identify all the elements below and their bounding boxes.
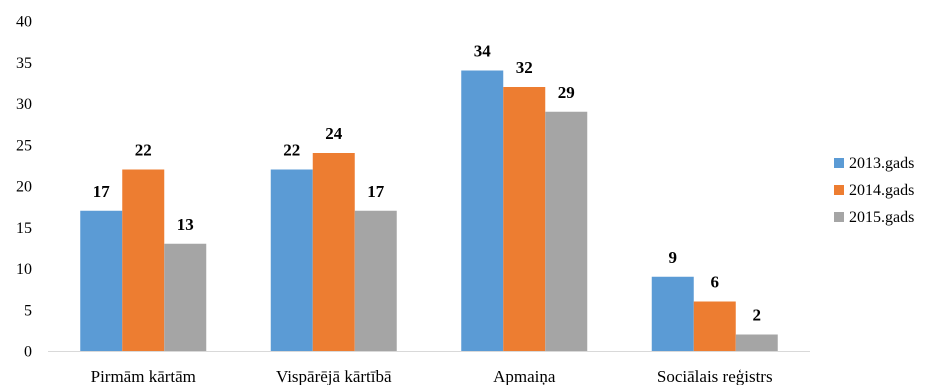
y-tick-label: 20 (16, 179, 32, 196)
y-tick-label: 10 (16, 261, 32, 278)
data-label: 34 (474, 42, 492, 61)
y-tick-label: 30 (16, 96, 32, 113)
bar (270, 169, 313, 351)
bar (122, 169, 165, 351)
bar (461, 70, 504, 351)
y-tick-label: 0 (24, 344, 32, 361)
bar (80, 210, 123, 351)
data-label: 13 (177, 215, 194, 234)
data-label: 32 (516, 58, 533, 77)
data-label: 22 (135, 141, 152, 160)
bar (545, 111, 588, 351)
data-label: 9 (669, 248, 678, 267)
data-label: 17 (367, 182, 385, 201)
category-label: Apmaiņa (493, 367, 556, 385)
legend-label: 2013.gads (849, 155, 914, 172)
y-tick-label: 35 (16, 55, 32, 72)
category-label: Vispārējā kārtībā (276, 367, 392, 385)
data-label: 24 (325, 124, 343, 143)
y-tick-label: 40 (16, 14, 32, 31)
category-label: Pirmām kārtām (91, 367, 196, 385)
x-axis: Pirmām kārtām Vispārējā kārtībā Apmaiņa Soc… (48, 351, 810, 385)
legend-swatch (834, 158, 844, 168)
data-labels: 17 22 13 22 24 17 34 32 29 9 6 2 (93, 42, 761, 325)
bars (80, 70, 778, 351)
legend: 2013.gads 2014.gads 2015.gads (834, 155, 914, 226)
legend-label: 2014.gads (849, 182, 914, 199)
data-label: 6 (711, 273, 720, 292)
legend-swatch (834, 212, 844, 222)
bar (735, 334, 778, 351)
y-axis: 0 5 10 15 20 25 30 35 40 (16, 14, 32, 361)
data-label: 29 (558, 83, 575, 102)
data-label: 22 (283, 141, 300, 160)
y-tick-label: 5 (24, 302, 32, 319)
bar (693, 301, 736, 351)
legend-label: 2015.gads (849, 209, 914, 226)
legend-swatch (834, 185, 844, 195)
bar (164, 243, 207, 351)
data-label: 2 (753, 306, 762, 325)
bar (503, 87, 546, 351)
y-tick-label: 25 (16, 137, 32, 154)
category-label: Sociālais reģistrs (657, 367, 773, 385)
y-tick-label: 15 (16, 220, 32, 237)
data-label: 17 (93, 182, 111, 201)
bar (312, 153, 355, 351)
bar (354, 210, 397, 351)
bar (651, 276, 694, 351)
